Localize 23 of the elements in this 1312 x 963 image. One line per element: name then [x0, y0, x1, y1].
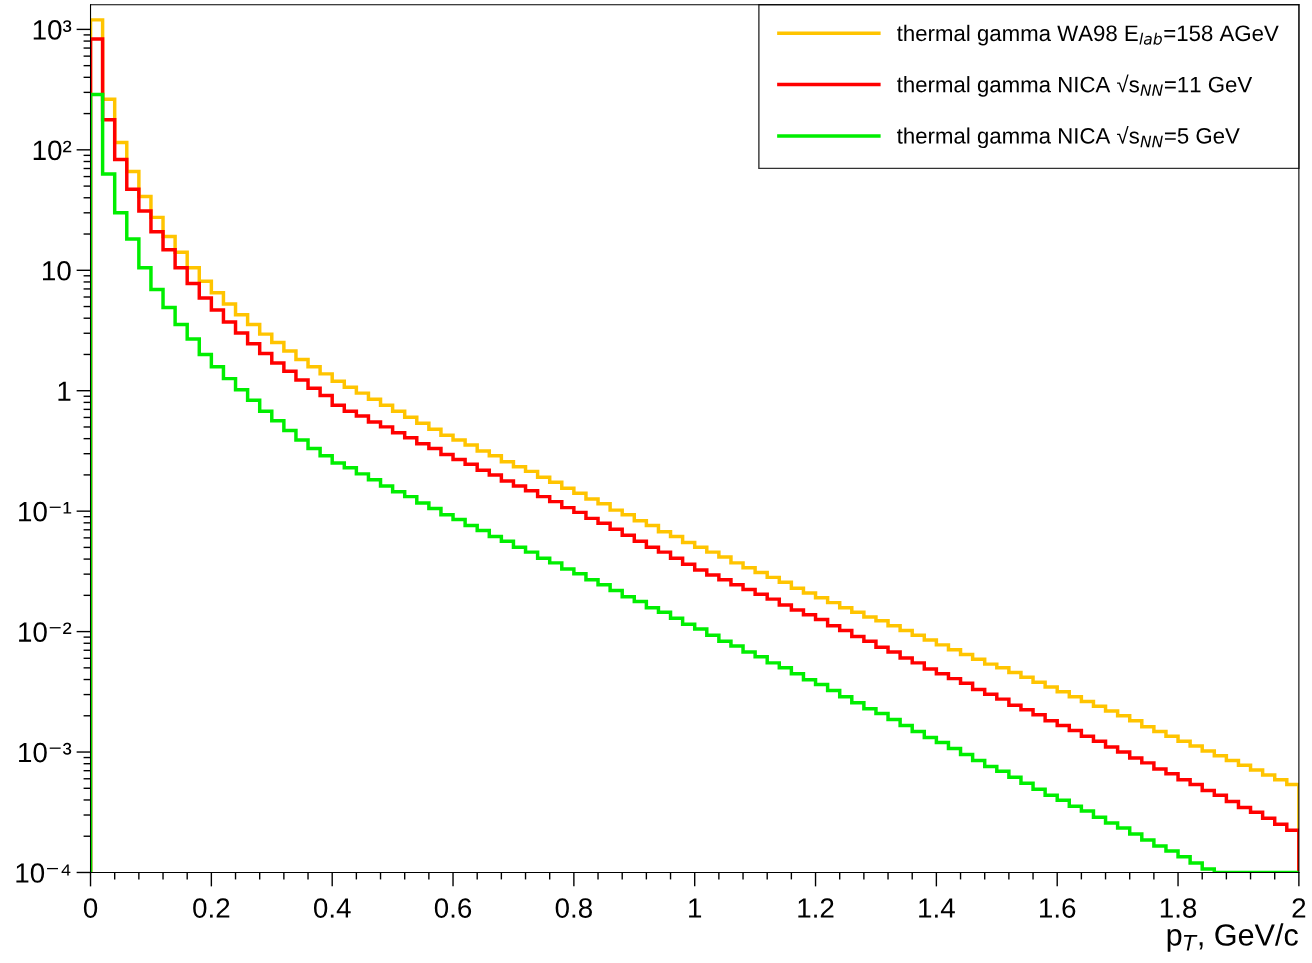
y-tick-label: 10 — [43, 260, 71, 281]
x-axis-title: p$_{T}$, GeV/c — [1167, 923, 1298, 952]
y-tick-label: 10² — [33, 140, 72, 161]
y-tick-label: 10⁻¹ — [19, 501, 72, 522]
y-tick-label: 1 — [58, 381, 71, 401]
y-tick-label: 10⁻³ — [19, 742, 72, 763]
x-tick-label: 1.4 — [919, 898, 955, 918]
x-tick-label: 0.4 — [313, 898, 351, 918]
x-tick-label: 1.6 — [1040, 898, 1076, 918]
x-tick-label: 0 — [83, 898, 98, 918]
legend-label: thermal gamma NICA √s$_{NN}$=5 GeV — [896, 125, 1240, 149]
legend-label: thermal gamma WA98 E$_{lab}$=158 AGeV — [896, 24, 1279, 46]
x-tick-label: 2 — [1292, 898, 1306, 918]
x-tick-label: 0.6 — [434, 898, 472, 918]
y-tick-label: 10⁻² — [19, 622, 72, 642]
legend-label: thermal gamma NICA √s$_{NN}$=11 GeV — [896, 74, 1253, 97]
y-tick-label: 10⁻⁴ — [16, 863, 71, 883]
x-tick-label: 1.2 — [798, 898, 834, 918]
x-tick-label: 1 — [689, 898, 702, 918]
x-tick-label: 1.8 — [1160, 898, 1197, 918]
x-tick-label: 0.2 — [193, 898, 230, 918]
y-tick-label: 10³ — [33, 20, 72, 40]
x-tick-label: 0.8 — [555, 898, 592, 918]
